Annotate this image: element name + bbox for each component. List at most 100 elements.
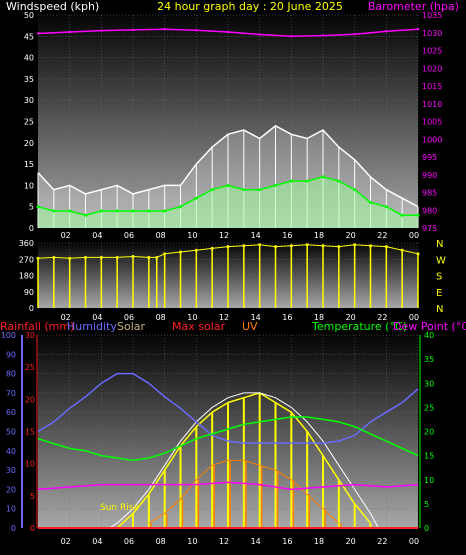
axis-labels: 0510152025303540455097598098599099510001… [1, 11, 446, 546]
rainfall-tick-label: 25 [25, 363, 35, 372]
weather-hour-label: 00 [409, 537, 419, 546]
wind-hour-label: 22 [377, 231, 387, 240]
weather-hour-label: 02 [61, 537, 71, 546]
temperature-tick-label: 10 [424, 476, 434, 485]
max-solar-line [109, 392, 379, 529]
wind-tick-label: 50 [24, 11, 34, 20]
barometer-tick-label: 990 [422, 171, 437, 180]
direction-tick-label: 360 [19, 239, 34, 248]
weather-hour-label: 10 [187, 537, 197, 546]
direction-hour-label: 10 [187, 313, 197, 322]
direction-hour-label: 02 [61, 313, 71, 322]
wind-hour-label: 12 [219, 231, 229, 240]
legend-max-solar: Max solar [172, 320, 225, 333]
humidity-tick-label: 40 [6, 447, 16, 456]
graph-title: 24 hour graph day : 20 June 2025 [157, 0, 343, 13]
barometer-point [416, 28, 420, 31]
barometer-point [68, 30, 71, 34]
barometer-tick-label: 1020 [422, 64, 442, 73]
barometer-point [195, 29, 198, 32]
wind-hour-label: 04 [92, 231, 102, 240]
humidity-tick-label: 20 [6, 485, 16, 494]
dew-point-line [37, 481, 419, 491]
temperature-line [37, 416, 419, 462]
wind-tick-label: 40 [24, 54, 34, 63]
direction-tick-label: 270 [19, 255, 34, 264]
barometer-tick-label: 995 [422, 153, 437, 162]
barometer-point [258, 33, 261, 36]
barometer-tick-label: 1005 [422, 118, 442, 127]
temperature-tick-label: 20 [424, 428, 434, 437]
direction-hour-label: 06 [124, 313, 134, 322]
wind-gust-line [37, 124, 419, 208]
weather-hour-label: 22 [377, 537, 387, 546]
wind-hour-label: 00 [409, 231, 419, 240]
wind-tick-label: 25 [24, 118, 34, 127]
rainfall-tick-label: 0 [30, 524, 35, 533]
wind-tick-label: 20 [24, 139, 34, 148]
humidity-tick-label: 30 [6, 466, 16, 475]
legend-temperature: Temperature (°C) [311, 320, 407, 333]
weather-hour-label: 08 [156, 537, 166, 546]
wind-tick-label: 15 [24, 160, 34, 169]
wind-average-line [37, 176, 418, 216]
temperature-tick-label: 35 [424, 355, 434, 364]
rainfall-tick-label: 5 [30, 492, 35, 501]
rainfall-tick-label: 10 [25, 460, 35, 469]
barometer-point [353, 32, 356, 36]
compass-label: N [436, 304, 443, 315]
barometer-tick-label: 1030 [422, 29, 442, 38]
compass-label: E [436, 288, 442, 299]
humidity-line [37, 372, 419, 444]
direction-hour-label: 22 [377, 313, 387, 322]
wind-tick-label: 35 [24, 75, 34, 84]
barometer-tick-label: 975 [422, 224, 437, 233]
humidity-tick-label: 0 [11, 524, 16, 533]
sun-rise-annotation: Sun Rise [100, 503, 139, 513]
direction-hour-label: 18 [314, 313, 324, 322]
weather-hour-label: 16 [282, 537, 292, 546]
temperature-tick-label: 40 [424, 331, 434, 340]
direction-tick-label: 0 [29, 304, 34, 313]
direction-hour-label: 08 [156, 313, 166, 322]
wind-average-area [38, 176, 418, 228]
wind-hour-label: 16 [282, 231, 292, 240]
direction-hour-label: 00 [409, 313, 419, 322]
barometer-point [321, 34, 325, 37]
wind-hour-label: 20 [346, 231, 356, 240]
barometer-tick-label: 1015 [422, 82, 442, 91]
rainfall-tick-label: 20 [25, 395, 35, 404]
direction-hour-label: 04 [92, 313, 102, 322]
weather-hour-label: 12 [219, 537, 229, 546]
humidity-tick-label: 50 [6, 428, 16, 437]
legend-humidity: Humidity [67, 320, 117, 333]
barometer-point [385, 30, 388, 33]
barometer-point [100, 29, 103, 32]
wind-axis-title: Windspeed (kph) [6, 0, 99, 13]
weather-hour-label: 20 [346, 537, 356, 546]
compass-label: W [436, 255, 446, 266]
wind-direction-point [416, 252, 420, 256]
humidity-tick-label: 100 [1, 331, 16, 340]
rainfall-tick-label: 30 [25, 331, 35, 340]
wind-hour-label: 02 [61, 231, 71, 240]
barometer-point [131, 28, 135, 32]
wind-hour-label: 06 [124, 231, 134, 240]
wind-tick-label: 0 [29, 224, 34, 233]
wind-tick-label: 45 [24, 32, 34, 41]
barometer-tick-label: 1025 [422, 47, 442, 56]
barometer-point [226, 30, 230, 34]
wind-direction-point [36, 256, 40, 260]
barometer-point [163, 28, 166, 31]
direction-hour-label: 12 [219, 313, 229, 322]
direction-hour-label: 16 [282, 313, 292, 322]
humidity-tick-label: 60 [6, 408, 16, 417]
temperature-tick-label: 0 [424, 524, 429, 533]
wind-tick-label: 10 [24, 181, 34, 190]
weather-hour-label: 18 [314, 537, 324, 546]
direction-tick-label: 90 [24, 288, 34, 297]
wind-hour-label: 10 [187, 231, 197, 240]
direction-hour-label: 14 [251, 313, 261, 322]
